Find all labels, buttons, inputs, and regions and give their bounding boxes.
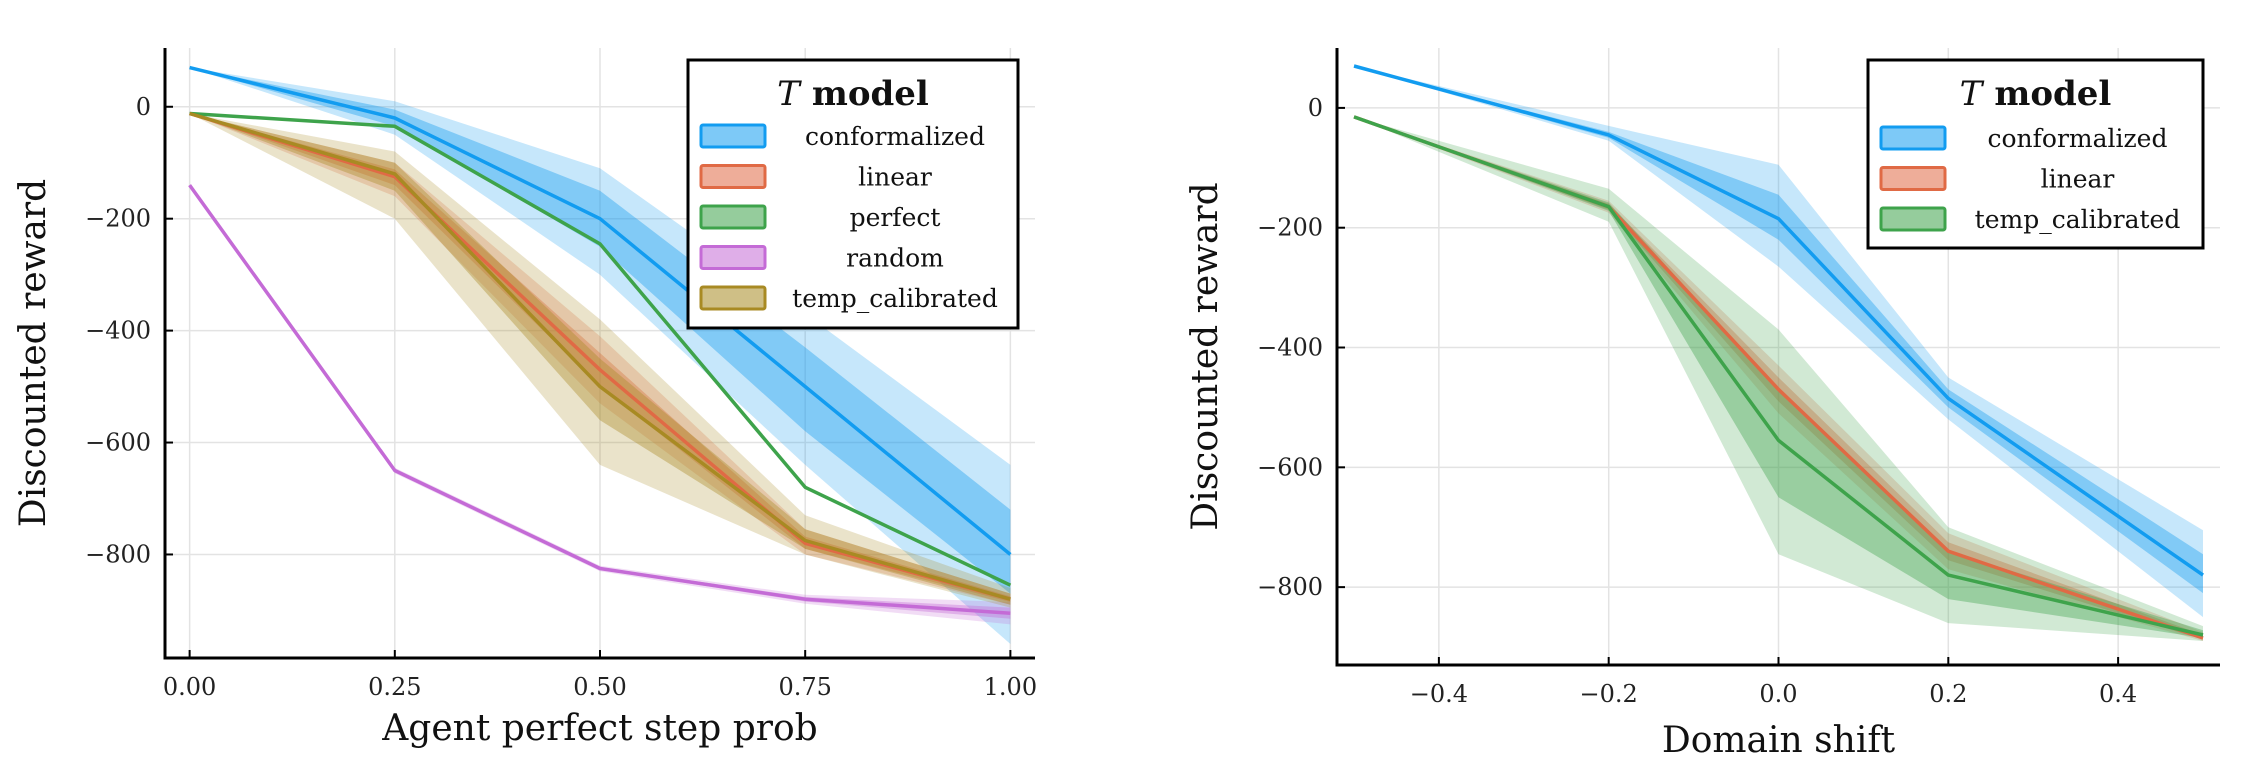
x-tick-label: 0.00	[163, 673, 216, 701]
band-outer-conformalized	[1354, 66, 2203, 618]
y-tick-label: −400	[85, 317, 151, 345]
y-tick-label: −400	[1257, 334, 1323, 362]
y-axis-label: Discounted reward	[1185, 182, 1226, 530]
legend-swatch-linear	[1879, 166, 1947, 191]
legend-title-variable: T	[777, 74, 802, 114]
x-tick-label: 0.4	[2099, 680, 2137, 708]
x-axis-label: Agent perfect step prob	[381, 708, 817, 749]
x-axis-label: Domain shift	[1662, 720, 1896, 761]
y-tick-label: −200	[85, 205, 151, 233]
legend-swatch-temp_calibrated	[1879, 206, 1947, 232]
band-outer-temp_calibrated	[189, 113, 1011, 608]
legend-label-temp_calibrated: temp_calibrated	[1975, 205, 2181, 234]
band-inner-linear	[1354, 116, 2203, 640]
grid	[165, 48, 1035, 658]
y-tick-label: −800	[1257, 573, 1323, 601]
legend-title-word: model	[1994, 74, 2111, 114]
legend-swatch-temp_calibrated	[699, 285, 767, 311]
legend-label-random: random	[846, 244, 944, 273]
band-outer-linear	[189, 113, 1011, 605]
series-line-random	[188, 184, 1011, 615]
y-tick-label: −800	[85, 540, 151, 568]
plot-area	[188, 65, 1012, 645]
right-chart: −0.4 −0.2 0.0 0.2 0.4 0 −200 −400 −600 −800 Domain…	[1185, 48, 2220, 761]
left-chart: 0.00 0.25 0.50 0.75 1.00 0 −200 −400 −600 −800 Age…	[13, 48, 1037, 749]
x-tick-label: 0.2	[1929, 680, 1967, 708]
y-tick-label: −200	[1257, 214, 1323, 242]
x-tick-label: 0.0	[1759, 680, 1797, 708]
series-line-conformalized	[189, 65, 1012, 556]
legend-swatch-random	[699, 245, 767, 270]
legend-label-temp_calibrated: temp_calibrated	[792, 284, 998, 313]
y-tick-label: 0	[1308, 94, 1323, 122]
legend-box	[686, 58, 1020, 330]
x-tick-label: −0.4	[1410, 680, 1468, 708]
band-inner-temp_calibrated	[189, 113, 1011, 605]
series-line-temp_calibrated	[189, 111, 1011, 601]
y-tick-label: 0	[136, 93, 151, 121]
legend-swatch-perfect	[699, 204, 767, 230]
y-tick-label: −600	[85, 429, 151, 457]
legend-swatch-linear	[699, 164, 767, 189]
series-line-temp_calibrated	[1353, 115, 2204, 637]
x-tick-label: 0.50	[573, 673, 626, 701]
series-line-perfect	[189, 111, 1012, 587]
y-tick-label: −600	[1257, 453, 1323, 481]
legend-title-variable: T	[1960, 74, 1985, 114]
legend-swatch-conformalized	[699, 123, 767, 149]
legend-swatch-conformalized	[1879, 125, 1947, 151]
band-outer-linear	[1354, 116, 2203, 641]
x-tick-label: 0.75	[778, 673, 831, 701]
plot-area	[1353, 64, 2204, 641]
band-inner-linear	[189, 113, 1011, 602]
series-line-conformalized	[1353, 64, 2204, 577]
band-outer-conformalized	[189, 67, 1011, 645]
x-tick-label: 1.00	[984, 673, 1037, 701]
legend-label-perfect: perfect	[850, 203, 941, 232]
legend-label-conformalized: conformalized	[1988, 124, 2168, 153]
series-line-linear	[189, 111, 1011, 601]
legend-label-linear: linear	[2041, 165, 2115, 194]
legend-label-conformalized: conformalized	[805, 122, 985, 151]
x-tick-label: −0.2	[1580, 680, 1638, 708]
band-outer-temp_calibrated	[1354, 116, 2203, 641]
x-tick-label: 0.25	[368, 673, 421, 701]
y-axis-label: Discounted reward	[13, 179, 54, 527]
legend-label-linear: linear	[858, 163, 932, 192]
legend-title-word: model	[812, 74, 929, 114]
